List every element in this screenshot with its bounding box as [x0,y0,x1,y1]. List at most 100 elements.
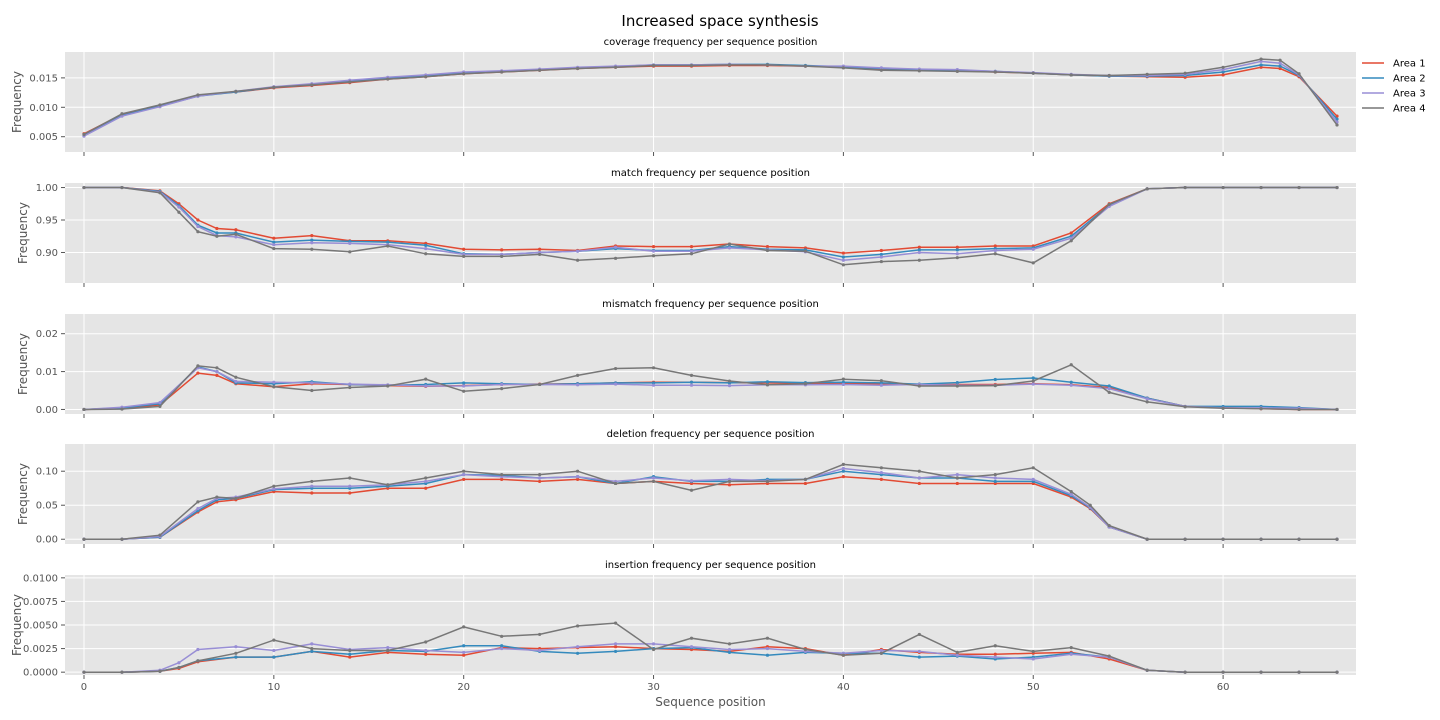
data-point [386,240,390,244]
data-point [348,382,352,386]
data-point [993,476,997,480]
data-point [1297,185,1301,190]
data-point [1145,397,1149,401]
data-point [234,235,238,239]
data-point [196,230,200,234]
series-line-area-4 [84,186,1337,266]
data-point [1335,123,1339,127]
data-point [120,407,124,411]
data-point [651,383,656,387]
data-point [879,379,883,383]
data-point [424,252,428,256]
data-point [272,243,276,247]
data-point [576,249,580,253]
data-point [1259,65,1263,69]
data-point [1221,537,1225,541]
data-point [651,642,656,646]
data-point [538,382,542,387]
data-point [348,491,352,495]
data-point [841,255,845,259]
data-point [500,70,504,74]
data-point [613,642,618,646]
data-point [576,645,580,649]
data-point [1031,379,1035,383]
data-point [1145,537,1149,541]
data-point [993,248,997,253]
data-point [1297,670,1301,674]
data-point [215,495,219,499]
data-point [1183,185,1187,190]
data-point [158,103,162,107]
data-point [1259,59,1263,64]
data-point [727,650,732,654]
data-point [955,252,959,256]
data-point [120,185,124,190]
data-point [1107,202,1111,207]
data-point [613,245,618,249]
data-point [1031,376,1035,380]
data-point [272,85,276,89]
data-point [1107,384,1111,388]
data-point [765,636,770,640]
series-group [82,185,1339,267]
data-point [841,382,845,387]
plot-area [65,183,1356,283]
data-point [500,387,504,391]
data-point [348,250,352,254]
data-point [348,80,352,84]
data-point [1107,524,1111,528]
data-point [1221,68,1225,72]
data-point [500,634,504,638]
data-point [841,466,845,471]
data-point [310,484,314,488]
data-point [1221,65,1225,69]
plot-area [65,444,1356,544]
data-point [424,640,428,644]
data-point [727,483,732,487]
data-point [993,479,997,484]
data-point [689,645,694,649]
data-point [651,366,656,370]
data-point [1145,668,1149,672]
data-point [234,496,238,501]
data-point [500,646,504,651]
data-point [310,646,314,651]
data-point [1183,71,1187,75]
data-point [310,479,314,484]
data-point [1069,231,1073,235]
data-point [651,381,656,385]
series-group [82,462,1339,541]
data-point [158,404,162,409]
data-point [120,537,124,541]
data-point [689,488,694,492]
data-point [1031,466,1035,470]
data-point [841,475,845,479]
data-point [462,477,466,481]
data-point [993,644,997,648]
data-point [765,248,770,253]
data-point [803,477,808,481]
data-point [538,247,542,251]
data-point [424,377,428,381]
data-point [689,636,694,640]
data-point [1031,382,1035,386]
data-point [841,377,845,381]
data-point [613,481,618,486]
data-point [879,66,883,70]
data-point [879,466,883,470]
legend-entry: Area 2 [1393,74,1426,85]
data-point [993,473,997,477]
data-point [765,479,770,484]
y-axis-label: Frequency [16,333,30,395]
data-point [462,625,466,629]
data-point [841,653,845,657]
data-point [879,470,883,475]
data-point [765,380,770,384]
data-point [82,185,86,190]
legend-entry: Area 3 [1393,89,1426,100]
y-tick-label: 0.005 [29,132,58,143]
y-tick-label: 1.00 [36,183,58,194]
data-point [651,63,656,68]
y-tick-label: 0.05 [36,501,58,512]
